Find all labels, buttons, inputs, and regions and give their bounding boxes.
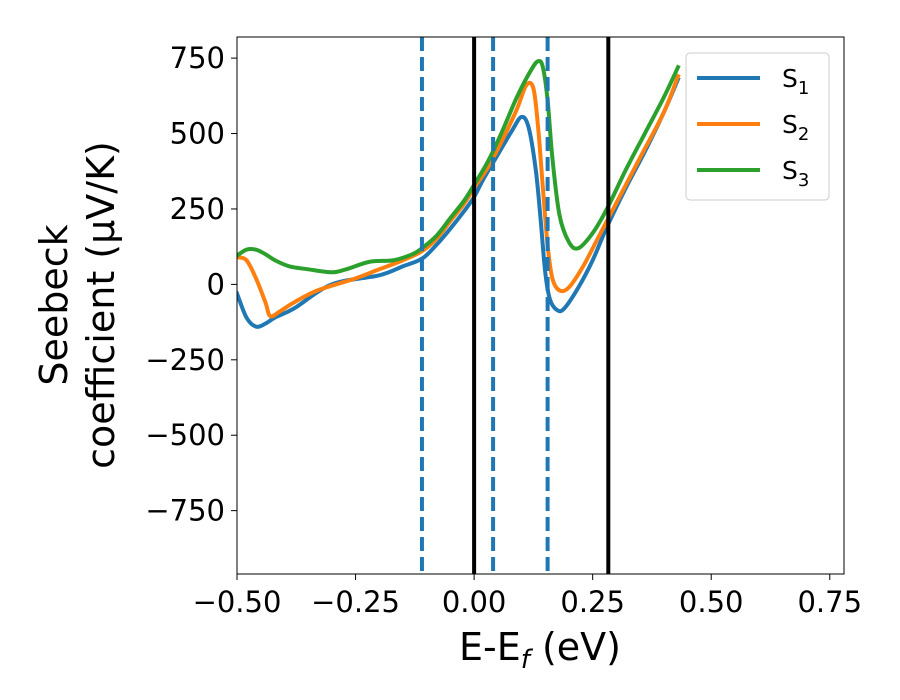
legend-box bbox=[685, 52, 830, 201]
legend-label-main: S bbox=[782, 110, 798, 139]
legend-label-sub: 3 bbox=[798, 170, 809, 191]
series-layer bbox=[237, 58, 681, 329]
y-tick-label-2: 250 bbox=[170, 192, 225, 226]
x-axis-label-unit: (eV) bbox=[530, 625, 621, 669]
vertical-reference-lines bbox=[419, 37, 611, 574]
y-tick-label-3: 0 bbox=[207, 267, 225, 301]
series-line-s3 bbox=[237, 58, 681, 275]
x-tick-label-2: 0.00 bbox=[442, 585, 507, 619]
legend-label-s2: S2 bbox=[782, 110, 809, 145]
y-tick-label-6: −750 bbox=[145, 494, 225, 528]
legend-label-main: S bbox=[782, 64, 798, 93]
y-axis-ticks: 750 500 250 0 −250 −500 −750 bbox=[145, 41, 237, 528]
x-tick-label-3: 0.25 bbox=[560, 585, 625, 619]
legend-label-sub: 1 bbox=[798, 78, 809, 99]
series-line-s1 bbox=[237, 76, 681, 329]
legend-label-s3: S3 bbox=[782, 156, 809, 191]
x-tick-label-5: 0.75 bbox=[797, 585, 862, 619]
legend-label-sub: 2 bbox=[798, 124, 809, 145]
x-axis-label-main: E-E bbox=[459, 625, 521, 669]
plot-frame bbox=[236, 36, 845, 575]
y-tick-label-5: −500 bbox=[145, 418, 225, 452]
series-line-s2 bbox=[237, 73, 681, 319]
y-tick-label-4: −250 bbox=[145, 343, 225, 377]
x-axis-ticks: −0.50 −0.25 0.00 0.25 0.50 0.75 bbox=[193, 574, 862, 619]
legend-label-main: S bbox=[782, 156, 798, 185]
x-axis-label: E-Ef (eV) bbox=[459, 625, 621, 675]
y-axis-label-line2: coefficient (μV/K) bbox=[79, 141, 123, 469]
y-axis-label: Seebeck coefficient (μV/K) bbox=[32, 141, 123, 469]
y-axis-label-line1: Seebeck bbox=[32, 224, 76, 385]
y-tick-label-1: 500 bbox=[170, 117, 225, 151]
x-tick-label-1: −0.25 bbox=[311, 585, 400, 619]
x-tick-label-0: −0.50 bbox=[193, 585, 282, 619]
x-tick-label-4: 0.50 bbox=[679, 585, 744, 619]
y-tick-label-0: 750 bbox=[170, 41, 225, 75]
legend-label-s1: S1 bbox=[782, 64, 809, 99]
